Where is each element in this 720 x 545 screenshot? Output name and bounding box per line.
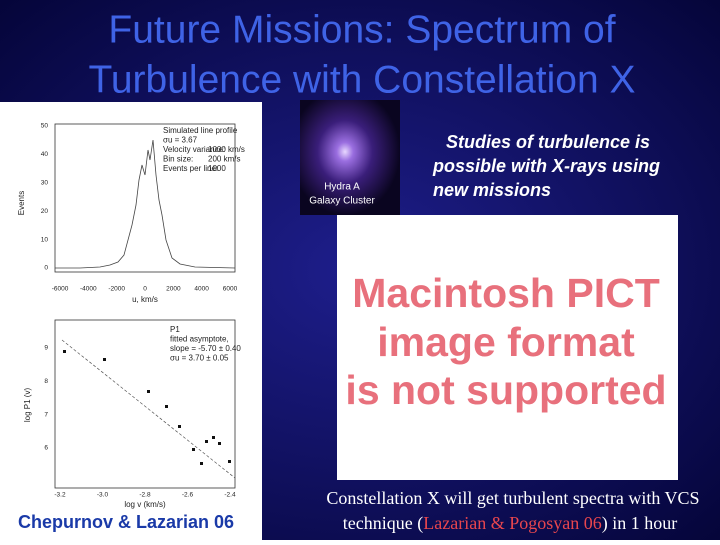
x-tick-label: -2.8 bbox=[139, 492, 151, 499]
points bbox=[63, 350, 231, 465]
legend-text: P1 bbox=[170, 325, 180, 334]
cluster-image bbox=[300, 100, 400, 215]
x-tick-label: 6000 bbox=[223, 286, 238, 293]
legend-text: σu = 3.67 bbox=[163, 136, 198, 145]
x-tick-label: -3.2 bbox=[54, 492, 66, 499]
x-tick-label: 4000 bbox=[194, 286, 209, 293]
y-tick-label: 10 bbox=[41, 236, 49, 243]
x-tick-label: -2.6 bbox=[182, 492, 194, 499]
footer-text: technique ( bbox=[343, 513, 423, 534]
placeholder-line: Macintosh PICT bbox=[352, 270, 660, 316]
x-tick-label: -2.4 bbox=[224, 492, 236, 499]
y-tick-label: 20 bbox=[41, 208, 49, 215]
spectrum-figure: log P1 (v) log v (km/s) 9 8 7 6 -3.2 -3.0 -2.8… bbox=[23, 319, 241, 509]
footer-line: Constellation X will get turbulent spect… bbox=[326, 488, 699, 508]
legend-text: 200 km/s bbox=[208, 155, 240, 164]
histogram-figure: Events u, km/s 50 40 30 20 10 0 -6000 -4000 -200… bbox=[17, 123, 245, 304]
x-tick-label: -6000 bbox=[52, 286, 69, 293]
statement-line: Studies of turbulence is bbox=[446, 132, 650, 152]
x-tick-label: -4000 bbox=[80, 286, 97, 293]
x-tick-label: 2000 bbox=[166, 286, 181, 293]
plot-frame bbox=[54, 123, 236, 273]
legend-text: 1000 bbox=[208, 164, 226, 173]
footer-line: technique (Lazarian & Pogosyan 06) in 1 … bbox=[343, 513, 677, 534]
legend-text: σu = 3.70 ± 0.05 bbox=[170, 354, 229, 363]
legend-text: 1000 km/s bbox=[208, 145, 245, 154]
image-caption: Galaxy Cluster bbox=[309, 196, 375, 207]
placeholder-line: is not supported bbox=[345, 367, 666, 413]
x-tick-label: -3.0 bbox=[97, 492, 109, 499]
placeholder-line: image format bbox=[377, 319, 635, 365]
plot-frame bbox=[54, 319, 236, 489]
statement-line: new missions bbox=[433, 180, 551, 200]
y-tick-label: 6 bbox=[44, 445, 48, 452]
y-tick-label: 8 bbox=[44, 378, 48, 385]
y-tick-label: 40 bbox=[41, 151, 49, 158]
x-tick-label: 0 bbox=[143, 286, 147, 293]
legend-text: slope = -5.70 ± 0.40 bbox=[170, 344, 241, 353]
y-tick-label: 9 bbox=[44, 345, 48, 352]
credit: Chepurnov & Lazarian 06 bbox=[18, 512, 234, 532]
image-caption: Hydra A bbox=[324, 182, 360, 193]
y-tick-label: 0 bbox=[44, 265, 48, 272]
footer-reference: Lazarian & Pogosyan 06 bbox=[423, 513, 601, 533]
statement-line: possible with X-rays using bbox=[432, 156, 660, 176]
asymptote bbox=[61, 339, 236, 479]
x-axis-label: u, km/s bbox=[132, 295, 158, 304]
y-tick-label: 7 bbox=[44, 411, 48, 418]
legend-text: Bin size: bbox=[163, 155, 193, 164]
y-tick-label: 30 bbox=[41, 180, 49, 187]
y-tick-label: 50 bbox=[41, 123, 49, 130]
figure-panel bbox=[0, 102, 262, 540]
title-line: Future Missions: Spectrum of bbox=[108, 8, 615, 51]
profile-curve bbox=[55, 139, 236, 269]
legend-text: Velocity variance: bbox=[163, 145, 225, 154]
y-axis-label: log P1 (v) bbox=[23, 388, 32, 423]
image-placeholder bbox=[337, 215, 678, 480]
legend-text: fitted asymptote, bbox=[170, 335, 229, 344]
x-tick-label: -2000 bbox=[108, 286, 125, 293]
y-axis-label: Events bbox=[17, 191, 26, 215]
legend-text: Events per line: bbox=[163, 164, 218, 173]
title-line: Turbulence with Constellation X bbox=[88, 58, 635, 101]
x-axis-label: log v (km/s) bbox=[124, 500, 166, 509]
legend-text: Simulated line profile bbox=[163, 126, 238, 135]
footer-text: ) in 1 hour bbox=[602, 513, 678, 534]
